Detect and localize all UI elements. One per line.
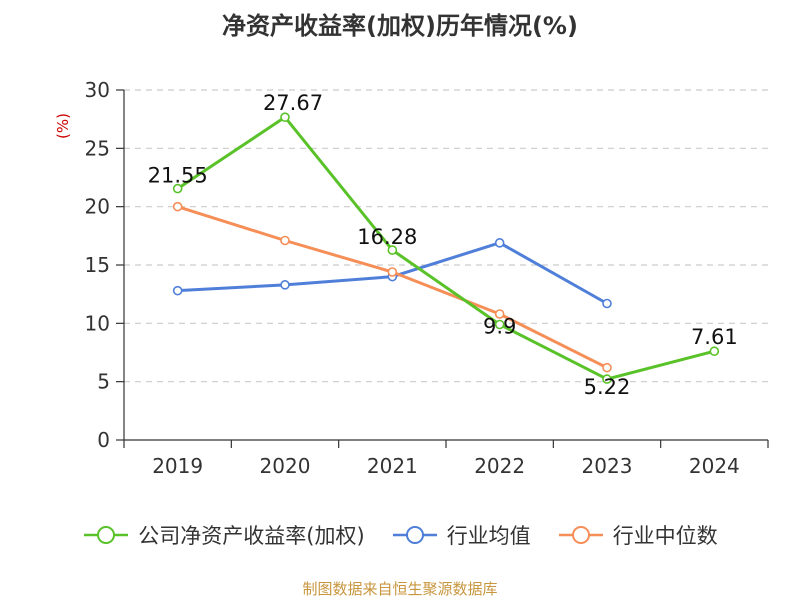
data-point-s2-3	[494, 309, 505, 319]
data-point-s1-3	[494, 238, 505, 248]
y-tick-label-5: 5	[97, 370, 110, 394]
y-tick-label-20: 20	[85, 195, 110, 219]
data-point-s0-2	[387, 245, 398, 255]
data-point-s1-1	[280, 280, 290, 290]
x-tick-label-2024: 2024	[689, 454, 740, 478]
data-label-2019: 21.55	[148, 164, 208, 188]
data-point-s2-4	[602, 362, 612, 373]
data-label-layer: 21.55 27.67 16.28 9.9 5.22 7.61	[148, 91, 738, 399]
x-tick-label-2022: 2022	[474, 454, 525, 478]
data-point-s0-4	[602, 374, 612, 384]
series-line-0	[176, 115, 715, 381]
legend-item-0[interactable]: 公司净资产收益率(加权)	[82, 520, 365, 550]
x-tick-label-2020: 2020	[260, 454, 311, 478]
data-label-2022: 9.9	[483, 315, 516, 339]
y-tick-label-25: 25	[85, 136, 110, 160]
data-point-s2-0	[172, 201, 183, 212]
y-tick-label-10: 10	[85, 311, 110, 335]
legend-line-marker-icon	[392, 526, 437, 544]
y-axis-title: (%)	[54, 113, 72, 139]
data-label-2024: 7.61	[691, 325, 738, 349]
x-tick-label-2023: 2023	[582, 454, 633, 478]
axis-layer: 0 5 10 15 20 25 30 2019 2020 2021 2022 2023 2024	[85, 78, 769, 478]
data-label-2020: 27.67	[263, 91, 323, 115]
legend-label: 行业均值	[446, 524, 531, 548]
y-tick-label-0: 0	[97, 428, 110, 452]
legend-item-2[interactable]: 行业中位数	[557, 520, 718, 550]
data-point-s0-0	[172, 183, 183, 194]
source-note: 制图数据来自恒生聚源数据库	[302, 580, 498, 598]
legend: 公司净资产收益率(加权) 行业均值 行业中位数	[0, 520, 800, 550]
data-point-s1-4	[602, 298, 612, 309]
data-point-s2-1	[280, 235, 290, 246]
grid-layer	[124, 89, 768, 383]
legend-label: 行业中位数	[612, 524, 718, 548]
legend-line-marker-icon	[558, 526, 603, 544]
y-tick-label-30: 30	[85, 78, 110, 102]
x-tick-label-2019: 2019	[152, 454, 203, 478]
data-label-2023: 5.22	[584, 375, 631, 399]
data-point-s0-5	[709, 346, 720, 357]
data-point-s1-0	[172, 285, 183, 296]
legend-item-1[interactable]: 行业均值	[391, 520, 531, 550]
legend-line-marker-icon	[84, 526, 129, 544]
data-point-s0-1	[280, 112, 290, 122]
data-point-s2-2	[387, 267, 398, 277]
data-point-s0-3	[494, 319, 505, 330]
series-layer	[172, 112, 720, 384]
x-tick-label-2021: 2021	[367, 454, 418, 478]
data-label-2021: 16.28	[357, 225, 417, 249]
legend-label: 公司净资产收益率(加权)	[138, 524, 365, 548]
y-tick-label-15: 15	[85, 253, 110, 277]
chart-title: 净资产收益率(加权)历年情况(%)	[222, 12, 578, 40]
